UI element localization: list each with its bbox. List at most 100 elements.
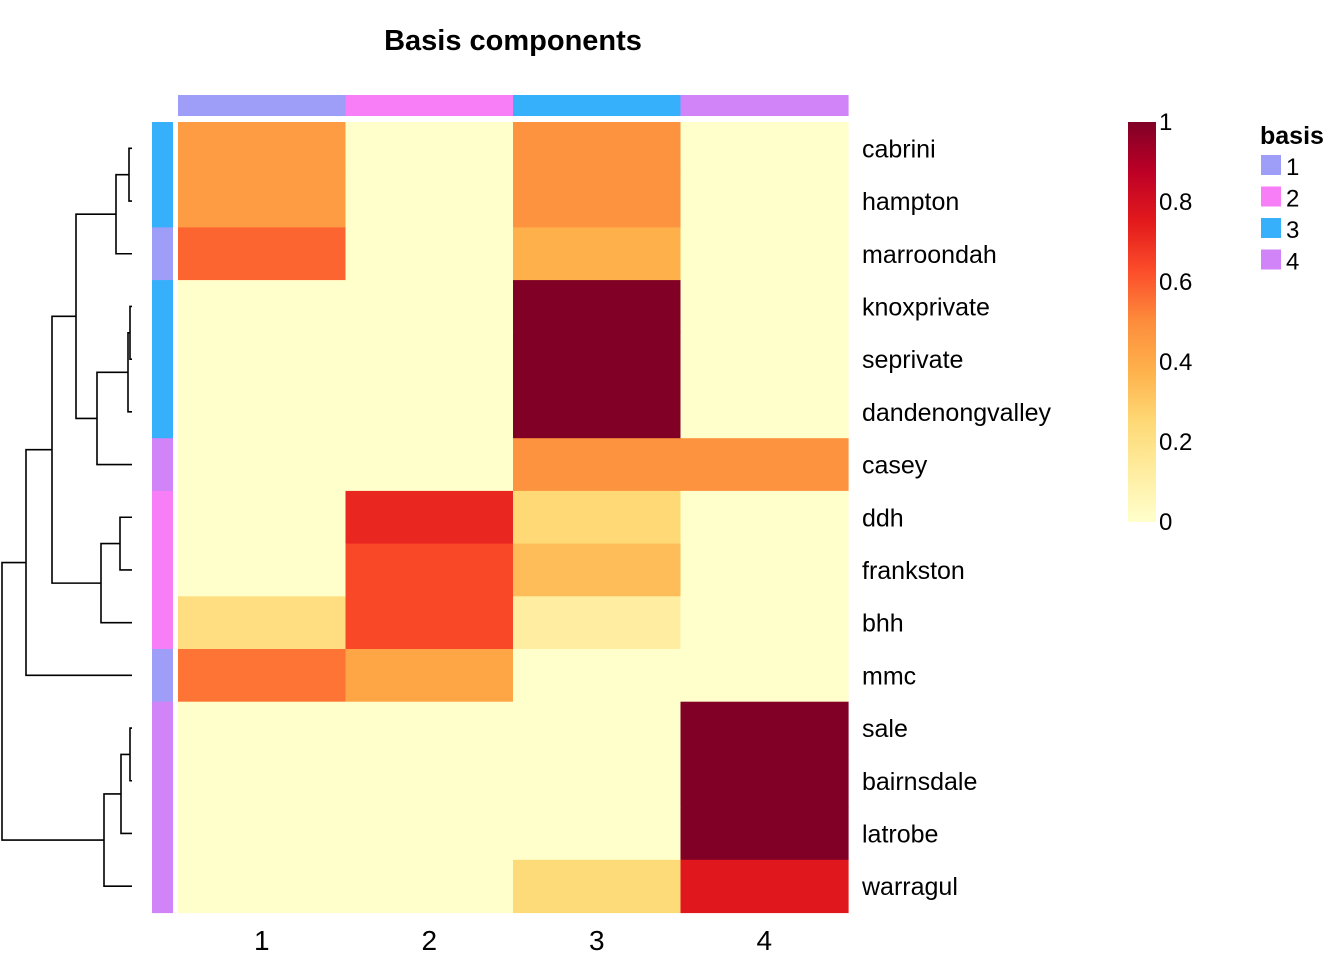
heatmap-cell <box>513 490 682 545</box>
heatmap-cell <box>178 438 347 492</box>
legend-swatch <box>1261 218 1281 238</box>
heatmap-cell <box>513 122 682 176</box>
heatmap-cell <box>178 385 347 439</box>
dendrogram-branch <box>128 147 132 202</box>
column-label: 1 <box>254 925 270 956</box>
row-dendrogram <box>1 147 132 887</box>
heatmap-cell <box>680 385 849 439</box>
colorbar-gradient <box>1128 122 1156 522</box>
row-annotation-cell <box>152 280 173 334</box>
heatmap-cell <box>680 807 849 861</box>
heatmap-cell <box>513 543 682 597</box>
row-label: seprivate <box>862 346 963 374</box>
column-annotation-cell <box>178 95 347 116</box>
heatmap-cell <box>513 596 682 650</box>
heatmap-cell <box>680 490 849 545</box>
row-annotation-cell <box>152 490 173 545</box>
row-annotation-cell <box>152 438 173 492</box>
heatmap-cell <box>513 649 682 703</box>
column-label: 3 <box>589 925 605 956</box>
row-labels: cabrini hampton marroondah knoxprivate sepri… <box>861 135 1052 901</box>
heatmap-cell <box>178 227 347 281</box>
row-label: dandenongvalley <box>862 399 1052 427</box>
row-annotation-cell <box>152 701 173 755</box>
column-labels: 1 2 3 4 <box>254 925 772 956</box>
basis-legend: basis 1 2 3 4 <box>1260 122 1324 276</box>
column-label: 2 <box>421 925 437 956</box>
heatmap-cell <box>345 280 514 334</box>
heatmap-cell <box>345 174 514 228</box>
heatmap-cell <box>345 754 514 808</box>
heatmap-cell <box>680 280 849 334</box>
heatmap-cell <box>513 174 682 228</box>
row-annotation-cell <box>152 385 173 439</box>
row-label: casey <box>862 452 928 480</box>
heatmap-cell <box>513 807 682 861</box>
dendrogram-branch <box>1 561 104 841</box>
heatmap-cell <box>513 332 682 387</box>
colorbar-tick-label: 0 <box>1159 509 1172 536</box>
row-annotation-cell <box>152 596 173 650</box>
heatmap-cell <box>680 649 849 703</box>
row-annotation-cell <box>152 754 173 808</box>
heatmap-cell <box>178 649 347 703</box>
chart-title: Basis components <box>384 25 642 57</box>
colorbar-tick-label: 0.6 <box>1159 269 1192 296</box>
legend-label: 4 <box>1286 249 1299 276</box>
heatmap-cell <box>178 174 347 228</box>
heatmap-cell <box>680 227 849 281</box>
heatmap-cell <box>680 596 849 650</box>
heatmap-cell <box>513 227 682 281</box>
heatmap-cell <box>680 859 849 914</box>
heatmap-cell <box>513 438 682 492</box>
row-annotation-cell <box>152 807 173 861</box>
heatmap-cell <box>513 754 682 808</box>
dendrogram-branch <box>100 542 132 624</box>
heatmap-cell <box>345 859 514 914</box>
row-label: sale <box>862 715 908 743</box>
column-annotation-cell <box>680 95 849 116</box>
heatmap-cell <box>178 490 347 545</box>
heatmap-cell <box>345 332 514 387</box>
heatmap-cell <box>345 490 514 545</box>
row-label: cabrini <box>862 135 936 163</box>
heatmap-cell <box>345 543 514 597</box>
row-label: knoxprivate <box>862 293 990 321</box>
dendrogram-branch <box>119 516 132 571</box>
row-label: bairnsdale <box>862 768 977 796</box>
row-annotation-cell <box>152 122 173 176</box>
row-label: ddh <box>862 504 904 532</box>
colorbar-tick-label: 0.2 <box>1159 429 1192 456</box>
heatmap-cell <box>345 807 514 861</box>
heatmap-cell <box>345 701 514 755</box>
heatmap-cell <box>178 596 347 650</box>
row-label: latrobe <box>862 820 938 848</box>
heatmap-cell <box>680 332 849 387</box>
heatmap-cell <box>178 807 347 861</box>
dendrogram-branch <box>129 305 132 360</box>
heatmap-cell <box>178 701 347 755</box>
legend-label: 1 <box>1286 154 1299 181</box>
heatmap-cell <box>178 754 347 808</box>
heatmap-cell <box>178 122 347 176</box>
heatmap-cells <box>178 122 849 914</box>
row-label: bhh <box>862 610 904 638</box>
heatmap-cell <box>680 122 849 176</box>
dendrogram-branch <box>96 371 132 466</box>
column-annotation-cell <box>345 95 514 116</box>
heatmap-cell <box>345 596 514 650</box>
row-annotation-cell <box>152 227 173 281</box>
dendrogram-branch <box>25 448 132 677</box>
heatmap-cell <box>680 543 849 597</box>
row-annotation-cell <box>152 543 173 597</box>
dendrogram-branch <box>103 793 132 887</box>
heatmap-cell <box>513 859 682 914</box>
colorbar-tick-label: 1 <box>1159 109 1172 136</box>
heatmap-cell <box>513 280 682 334</box>
heatmap-cell <box>178 543 347 597</box>
heatmap-cell <box>345 649 514 703</box>
row-annotation-cell <box>152 649 173 703</box>
dendrogram-branch <box>75 213 116 420</box>
row-label: mmc <box>862 662 916 690</box>
